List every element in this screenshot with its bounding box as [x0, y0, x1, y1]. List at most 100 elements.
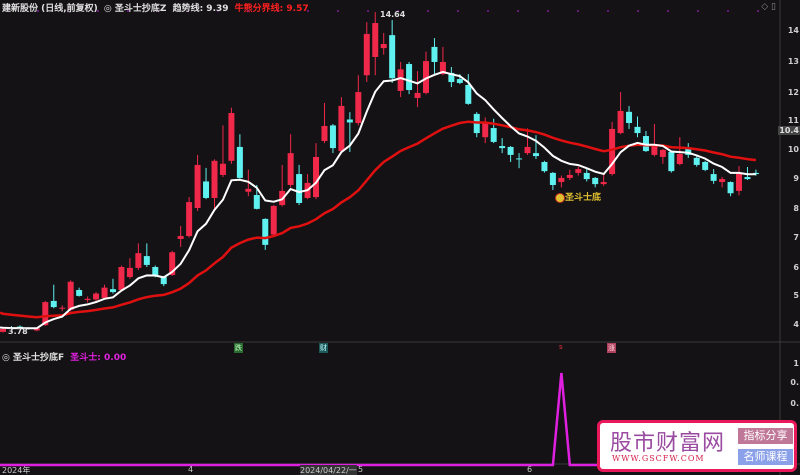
time-tick: 6	[527, 465, 533, 474]
candle-up	[566, 174, 573, 178]
candle-up	[600, 182, 607, 185]
top-dotted-line	[727, 10, 729, 12]
candle-up	[135, 253, 142, 268]
candle-down	[329, 125, 336, 149]
candle-down	[541, 161, 548, 172]
candle-down	[702, 161, 709, 170]
cursor-date: 2024/04/22/一	[300, 465, 357, 475]
candle-up	[676, 154, 683, 165]
pane-tool-icons[interactable]: ◇ ▯	[761, 2, 776, 12]
marker-wealth: 财	[319, 343, 328, 353]
candle-down	[516, 158, 523, 160]
candle-down	[592, 177, 599, 185]
price-tick: 13	[787, 57, 799, 66]
marker-rise: 涨	[607, 343, 616, 353]
candle-down	[583, 172, 590, 180]
top-dotted-line	[517, 10, 519, 12]
candle-up	[372, 23, 379, 57]
lower-indicator-name[interactable]: ◎ 圣斗士抄底F	[2, 353, 65, 363]
top-dotted-line	[697, 10, 699, 12]
candle-up	[558, 177, 565, 183]
candle-down	[236, 146, 243, 178]
top-dotted-line	[307, 10, 309, 12]
candle-up	[177, 236, 184, 239]
signal-text: 圣斗士底	[565, 193, 602, 203]
top-dotted-line	[97, 10, 99, 12]
candle-up	[719, 179, 726, 183]
lower-tick: 0.	[790, 399, 799, 408]
candle-up	[609, 128, 616, 175]
price-tick: 12	[787, 88, 799, 97]
candle-down	[752, 172, 759, 175]
candle-up	[169, 252, 176, 275]
indicator-name[interactable]: ◎ 圣斗士抄底Z	[103, 4, 167, 14]
top-dotted-line	[487, 10, 489, 12]
top-dotted-line	[67, 10, 69, 12]
candle-down	[710, 174, 717, 181]
top-dotted-line	[37, 10, 39, 12]
candle-down	[253, 195, 260, 209]
price-tick: 6	[793, 263, 799, 272]
price-tick: 8	[793, 204, 799, 213]
ad-logo-text: 股市财富网	[610, 431, 726, 456]
candle-down	[465, 84, 472, 104]
ad-indicator-share[interactable]: 指标分享	[738, 428, 793, 444]
high-price-label: 14.64	[380, 10, 406, 19]
candle-down	[532, 153, 539, 157]
candle-up	[575, 169, 582, 173]
candle-up	[186, 202, 193, 237]
top-dotted-line	[7, 10, 9, 12]
gscfw-watermark-ad[interactable]: 股市财富网 WWW.GSCFW.COM 指标分享 名师课程	[597, 420, 797, 472]
low-price-label: 3.78	[8, 327, 28, 336]
candle-up	[118, 267, 125, 291]
candle-up	[270, 205, 277, 235]
signal-annotation: 圣斗士底	[555, 190, 601, 203]
candle-up	[67, 281, 74, 310]
candle-down	[203, 181, 210, 198]
candle-up	[482, 123, 489, 138]
candle-down	[727, 182, 734, 194]
candle-up	[228, 113, 235, 161]
candle-down	[109, 289, 116, 293]
candle-up	[84, 298, 91, 301]
top-dotted-line	[187, 10, 189, 12]
candle-down	[693, 157, 700, 165]
window-icon[interactable]: ▯	[771, 2, 776, 12]
candle-down	[668, 151, 675, 172]
candle-down	[499, 146, 506, 149]
candle-up	[0, 328, 6, 332]
time-tick: 5	[358, 465, 364, 474]
top-dotted-line	[277, 10, 279, 12]
candle-up	[287, 153, 294, 185]
candle-down	[744, 177, 751, 180]
candle-up	[380, 43, 387, 49]
candle-down	[406, 64, 413, 90]
candle-up	[59, 307, 66, 309]
candle-up	[524, 146, 531, 154]
candle-up	[194, 164, 201, 208]
marker-fall: 跌	[234, 343, 243, 353]
candle-up	[101, 287, 108, 298]
settings-icon[interactable]: ◇	[761, 2, 769, 12]
signal-value: 圣斗士: 0.00	[70, 353, 127, 363]
top-dotted-line	[367, 10, 369, 12]
price-tick: 4	[793, 320, 799, 329]
candle-down	[389, 35, 396, 79]
candle-up	[42, 302, 49, 326]
top-dotted-line	[397, 10, 399, 12]
candle-down	[490, 128, 497, 142]
candle-down	[50, 300, 57, 308]
current-price-tag: 10.4	[778, 126, 800, 135]
main-pane-header: 建新股份 (日线,前复权) ◎ 圣斗士抄底Z 趋势线: 9.39 牛熊分界线: …	[2, 1, 312, 14]
candle-up	[355, 92, 362, 124]
candle-up	[211, 160, 218, 198]
candle-up	[363, 33, 370, 76]
candle-down	[160, 277, 167, 285]
candle-down	[448, 72, 455, 83]
candle-down	[296, 174, 303, 203]
top-dotted-line	[157, 10, 159, 12]
price-tick: 14	[787, 26, 799, 35]
candle-up	[126, 267, 133, 278]
ad-courses[interactable]: 名师课程	[738, 449, 793, 465]
